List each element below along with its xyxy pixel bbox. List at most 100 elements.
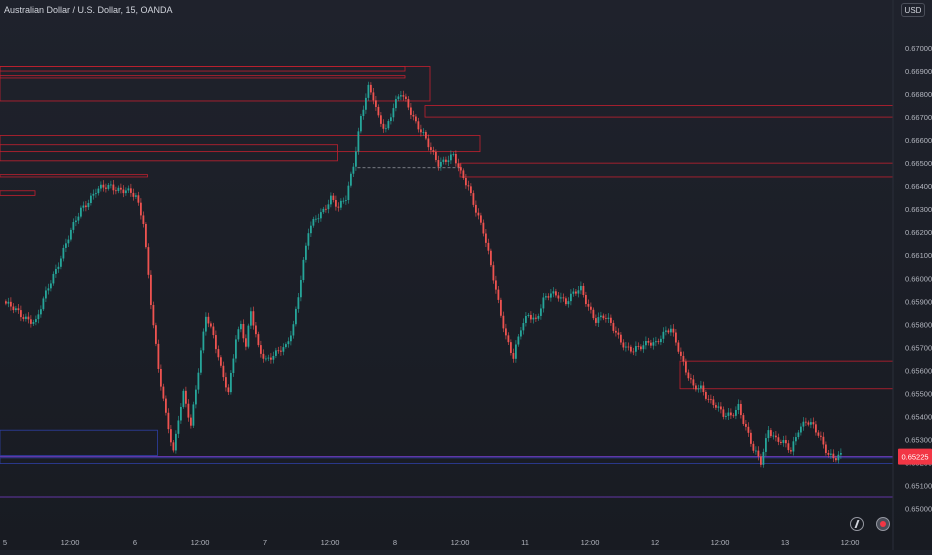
candle-body: [345, 199, 347, 201]
candle-body: [610, 317, 612, 323]
candle-body: [200, 350, 202, 373]
candle-body: [477, 212, 480, 216]
zone-box[interactable]: [679, 360, 894, 390]
candle-body: [50, 283, 52, 289]
candle-body: [642, 345, 645, 350]
zone-box[interactable]: [0, 66, 431, 102]
zone-box[interactable]: [0, 66, 406, 72]
candle-body: [292, 324, 295, 336]
time-tick-label: 12:00: [581, 538, 600, 547]
candle-body: [90, 195, 92, 203]
candle-body: [647, 340, 650, 343]
candle-body: [665, 330, 667, 332]
candle-body: [412, 114, 415, 117]
candle-body: [257, 334, 260, 346]
price-tick-label: 0.66500: [905, 159, 932, 168]
candle-body: [242, 323, 245, 339]
zone-box[interactable]: [0, 190, 36, 196]
candle-body: [367, 84, 370, 98]
candle-body: [545, 296, 547, 298]
zone-box[interactable]: [0, 457, 894, 464]
candle-body: [42, 298, 45, 310]
candle-body: [650, 342, 652, 346]
candle-body: [57, 266, 60, 269]
candle-body: [425, 132, 427, 139]
zone-box[interactable]: [0, 144, 338, 162]
price-tag-box: [898, 448, 932, 465]
candle-body: [267, 357, 270, 359]
candle-body: [542, 297, 545, 309]
candle-body: [325, 208, 327, 210]
candle-body: [750, 432, 752, 444]
time-tick-label: 13: [781, 538, 789, 547]
current-price-tag: 0.65225: [898, 448, 932, 465]
zone-box[interactable]: [0, 174, 148, 178]
candle-body: [82, 205, 85, 208]
candle-body: [335, 199, 337, 207]
time-tick-label: 11: [521, 538, 529, 547]
candle-body: [470, 186, 472, 194]
candle-body: [92, 193, 95, 196]
candle-body: [462, 170, 465, 178]
candle-body: [25, 316, 27, 319]
candle-body: [685, 361, 687, 373]
candle-body: [622, 342, 625, 348]
candle-body: [762, 451, 765, 465]
candle-body: [632, 351, 635, 353]
time-tick-label: 12:00: [841, 538, 860, 547]
candle-body: [317, 218, 320, 220]
candle-body: [702, 385, 705, 393]
record-icon[interactable]: [876, 517, 890, 531]
candle-body: [137, 195, 140, 203]
candle-body: [222, 365, 225, 378]
candle-body: [260, 345, 262, 354]
candle-body: [380, 115, 382, 124]
candle-body: [572, 291, 575, 294]
candle-body: [827, 452, 830, 455]
candle-body: [780, 441, 782, 443]
zone-box[interactable]: [459, 162, 894, 178]
candle-body: [272, 355, 275, 360]
candle-body: [342, 200, 345, 202]
candle-body: [177, 420, 180, 434]
candle-body: [760, 456, 762, 465]
candle-body: [720, 406, 722, 410]
price-axis[interactable]: 0.67000 0.66900 0.66800 0.66700 0.66600 0.665…: [905, 44, 932, 513]
candle-body: [810, 422, 812, 425]
lines-layer: [0, 167, 893, 498]
candle-body: [805, 421, 807, 423]
candle-body: [530, 314, 532, 320]
candle-body: [47, 288, 50, 291]
price-tick-label: 0.66900: [905, 67, 932, 76]
candle-body: [457, 163, 460, 168]
candle-body: [305, 245, 307, 260]
candle-body: [7, 301, 10, 304]
candle-body: [585, 294, 587, 305]
candle-body: [72, 222, 75, 230]
lightning-icon[interactable]: [850, 517, 864, 531]
candle-body: [372, 92, 375, 101]
zone-box[interactable]: [0, 75, 406, 79]
zone-box[interactable]: [0, 429, 158, 456]
symbol-title[interactable]: Australian Dollar / U.S. Dollar, 15, OAN…: [4, 5, 173, 15]
candle-body: [127, 188, 130, 191]
candle-body: [655, 341, 657, 343]
zone-box[interactable]: [424, 105, 894, 118]
currency-button[interactable]: USD: [901, 3, 925, 17]
time-axis[interactable]: 5 12:00 6 12:00 7 12:00 8 12:00 11 12:00 12 12:00 13…: [3, 538, 859, 547]
candle-body: [795, 437, 797, 442]
candle-body: [300, 280, 302, 298]
candle-body: [437, 160, 440, 167]
candle-body: [212, 326, 215, 336]
candle-body: [392, 108, 395, 118]
candle-body: [155, 325, 157, 344]
candle-body: [40, 309, 42, 315]
candle-body: [507, 335, 510, 343]
candle-body: [550, 293, 552, 298]
candle-body: [240, 323, 242, 330]
zone-box[interactable]: [0, 135, 481, 153]
candle-body: [575, 291, 577, 294]
candle-body: [752, 443, 755, 451]
